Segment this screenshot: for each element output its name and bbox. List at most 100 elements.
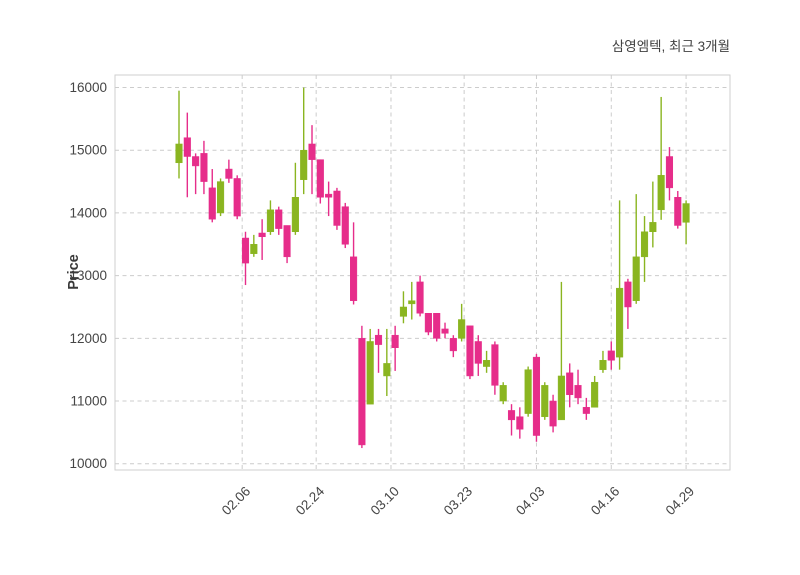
candle-body	[441, 328, 449, 334]
y-tick-label: 15000	[69, 143, 107, 158]
candle-body	[649, 222, 657, 232]
y-tick-label: 10000	[69, 456, 107, 471]
candle	[516, 407, 524, 439]
candle-body	[616, 287, 624, 358]
candle-body	[491, 344, 499, 386]
candle-body	[541, 385, 549, 417]
candle	[674, 190, 682, 229]
candle-body	[266, 209, 274, 232]
candle-wick	[377, 328, 380, 373]
candle	[491, 341, 499, 395]
candle-body	[217, 181, 225, 214]
plot-area	[114, 74, 731, 471]
candle	[507, 404, 516, 436]
candle	[283, 225, 291, 264]
candle-body	[599, 360, 607, 370]
candle-wick	[394, 325, 396, 371]
candle-body	[183, 137, 191, 157]
candle-body	[325, 193, 333, 198]
candle-body	[250, 244, 258, 254]
y-tick-label: 14000	[69, 205, 107, 220]
candle	[566, 363, 574, 408]
candle-wick	[652, 181, 654, 248]
candle	[316, 159, 324, 204]
candle	[599, 350, 607, 373]
candle-body	[632, 256, 640, 301]
candle-body	[532, 356, 541, 436]
candle	[424, 313, 432, 336]
candle	[499, 382, 507, 405]
candle	[192, 153, 200, 195]
candle	[557, 281, 565, 421]
candle-body	[175, 143, 183, 164]
candle-body	[424, 313, 432, 333]
candle	[616, 200, 624, 370]
candle-body	[607, 350, 615, 361]
candle-body	[200, 153, 208, 182]
candle-body	[466, 325, 474, 377]
candle-wick	[560, 281, 563, 420]
candle	[233, 175, 241, 220]
y-tick-label: 13000	[69, 268, 107, 283]
candle	[383, 328, 391, 397]
candle	[433, 313, 441, 342]
candle	[483, 350, 491, 373]
grid-layer	[115, 75, 730, 470]
candle-body	[665, 156, 674, 189]
candle	[624, 278, 632, 329]
candle	[291, 162, 299, 235]
candle-body	[682, 203, 690, 223]
candle	[250, 234, 258, 257]
candle	[682, 200, 690, 245]
candle	[649, 181, 657, 248]
candle-body	[408, 300, 416, 305]
candle	[333, 187, 341, 230]
candle	[258, 219, 266, 260]
x-tick-label: 04.16	[588, 484, 623, 519]
candle	[175, 90, 183, 179]
candle	[366, 328, 374, 405]
candle-body	[624, 281, 632, 308]
candle-body	[499, 385, 507, 402]
candle	[640, 216, 649, 282]
candle	[591, 375, 599, 408]
candle-body	[358, 338, 366, 446]
y-tick-label: 11000	[70, 394, 107, 409]
candle-body	[341, 206, 349, 245]
candle	[416, 275, 424, 317]
x-tick-label: 03.10	[368, 484, 403, 519]
candle-wick	[386, 328, 388, 397]
candle	[241, 231, 250, 286]
candle-body	[374, 334, 383, 345]
candle-body	[291, 197, 299, 232]
candle-body	[416, 281, 424, 314]
candle-wick	[302, 87, 305, 195]
candle	[449, 335, 457, 358]
candle	[358, 325, 366, 449]
candle	[391, 325, 399, 371]
candle	[300, 87, 308, 195]
y-tick-label: 16000	[69, 80, 107, 95]
candle-body	[383, 363, 391, 377]
candle-wick	[618, 200, 621, 370]
candle-wick	[261, 219, 263, 260]
candle-wick	[635, 194, 637, 304]
candle	[208, 169, 216, 223]
candle-body	[391, 334, 399, 348]
x-tick-label: 04.29	[663, 484, 698, 519]
candle-body	[225, 168, 233, 179]
candle-body	[516, 416, 524, 430]
candle	[183, 112, 191, 198]
candle-wick	[327, 181, 330, 217]
candle-body	[591, 381, 599, 408]
candle-body	[566, 372, 574, 396]
candle-wick	[660, 96, 662, 220]
candle	[408, 281, 416, 320]
candle-body	[333, 190, 341, 226]
candle-body	[433, 313, 441, 339]
candle-body	[258, 232, 266, 238]
candle	[399, 291, 408, 324]
y-axis-label: Price	[66, 254, 82, 289]
